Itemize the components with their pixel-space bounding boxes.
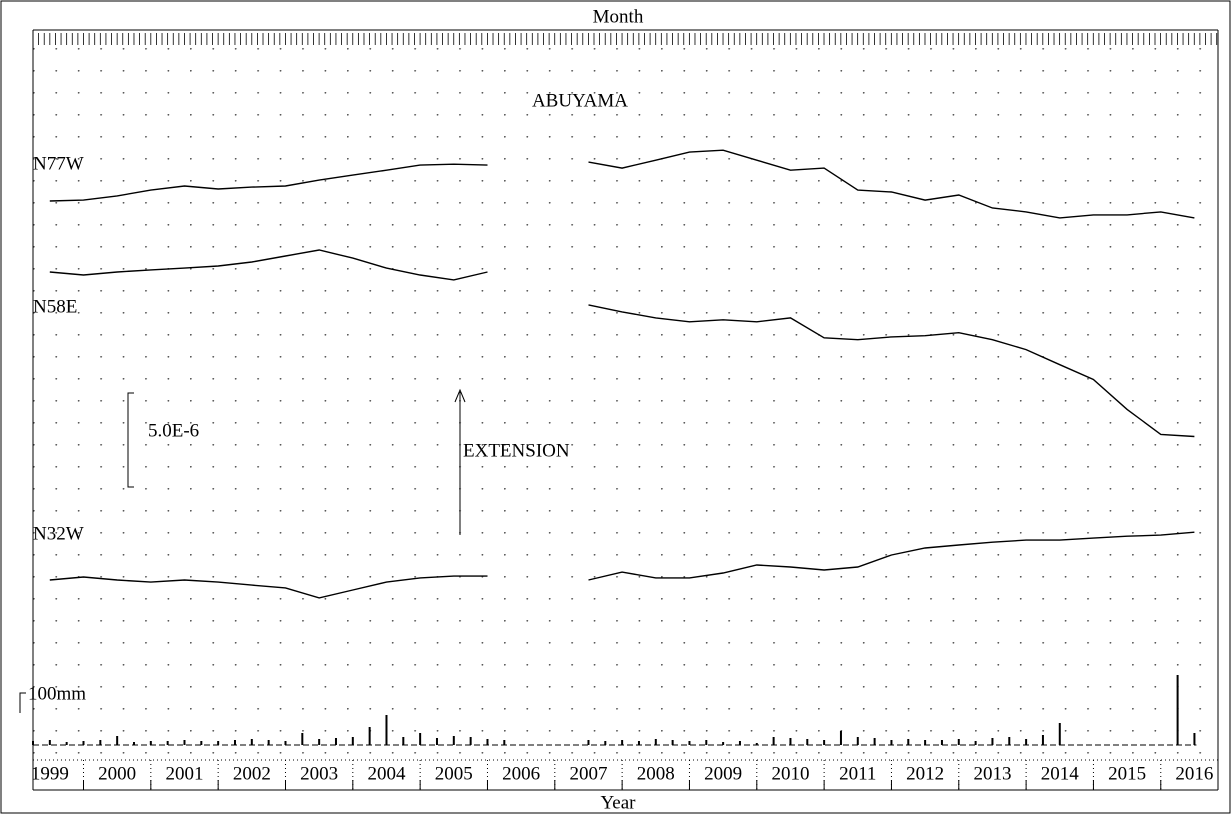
rain-bar xyxy=(621,740,624,745)
rain-bar xyxy=(318,739,321,745)
rain-bar xyxy=(132,742,135,745)
rain-bar xyxy=(48,740,51,745)
rain-bar xyxy=(1041,735,1044,745)
year-label: 2002 xyxy=(233,763,271,784)
series-label: N58E xyxy=(33,296,77,317)
rain-bar xyxy=(823,740,826,745)
rain-bar xyxy=(957,739,960,745)
rain-bar xyxy=(856,737,859,745)
year-label: 2013 xyxy=(973,763,1011,784)
rain-bar xyxy=(402,737,405,745)
strain-line xyxy=(49,149,1195,219)
month-ruler xyxy=(32,33,1218,45)
year-label: 2015 xyxy=(1108,763,1146,784)
rain-bar xyxy=(688,741,691,745)
year-label: 2010 xyxy=(771,763,809,784)
rain-bar xyxy=(435,738,438,745)
year-label: 2007 xyxy=(569,763,607,784)
year-label: 2006 xyxy=(502,763,540,784)
rain-bar xyxy=(604,741,607,745)
year-label: 2016 xyxy=(1175,763,1213,784)
strain-scale-label: 5.0E-6 xyxy=(148,420,199,441)
rain-bar xyxy=(789,738,792,745)
year-label: 1999 xyxy=(31,763,69,784)
rain-bar xyxy=(166,741,169,745)
top-label: Month xyxy=(593,6,644,27)
rain-bar xyxy=(722,742,725,745)
year-label: 2005 xyxy=(435,763,473,784)
rain-bar xyxy=(284,741,287,745)
rain-bar xyxy=(671,740,674,745)
rain-bar xyxy=(738,741,741,745)
rain-bar xyxy=(116,736,119,745)
rain-bar xyxy=(654,739,657,745)
rain-bar xyxy=(806,739,809,745)
rain-bar xyxy=(1025,739,1028,745)
rain-bar xyxy=(486,739,489,745)
rain-bar xyxy=(469,737,472,745)
strain-scale-bar xyxy=(127,392,134,488)
rain-bar xyxy=(924,740,927,745)
rain-bar xyxy=(368,727,371,745)
rain-bar xyxy=(334,738,337,745)
year-label: 2004 xyxy=(367,763,406,784)
series-label: N32W xyxy=(33,523,84,544)
rain-bar xyxy=(82,741,85,745)
year-label: 2008 xyxy=(637,763,675,784)
year-label: 2011 xyxy=(839,763,876,784)
rain-scale-label: 100mm xyxy=(28,683,86,704)
arrow-head xyxy=(454,388,466,403)
rain-bar xyxy=(183,740,186,745)
rain-bar xyxy=(385,715,388,745)
rain-bar xyxy=(351,737,354,745)
year-label: 2012 xyxy=(906,763,944,784)
rain-bar xyxy=(419,733,422,745)
rain-bar xyxy=(890,740,893,745)
strain-line xyxy=(49,249,1195,438)
rain-bar xyxy=(267,740,270,745)
rain-bar xyxy=(637,741,640,745)
rain-bar xyxy=(907,739,910,745)
year-label: 2009 xyxy=(704,763,742,784)
strain-line xyxy=(49,531,1195,599)
rain-bar xyxy=(452,736,455,745)
rain-bar xyxy=(755,743,758,745)
x-axis-label: Year xyxy=(600,792,636,813)
year-label: 2014 xyxy=(1041,763,1080,784)
rain-bar xyxy=(991,738,994,745)
rain-bar xyxy=(149,741,152,745)
series-label: N77W xyxy=(33,153,84,174)
rain-bar xyxy=(200,741,203,745)
rain-bar xyxy=(772,737,775,745)
year-label: 2001 xyxy=(165,763,203,784)
rain-bar xyxy=(503,740,506,745)
rain-bar xyxy=(1058,723,1061,745)
rain-bar xyxy=(217,741,220,745)
rain-bar xyxy=(1008,737,1011,745)
rain-bar xyxy=(301,733,304,745)
rain-bar xyxy=(587,740,590,745)
chart-title: ABUYAMA xyxy=(532,90,628,111)
rain-bar xyxy=(839,731,842,745)
annotation: EXTENSION xyxy=(463,440,570,461)
year-label: 2003 xyxy=(300,763,338,784)
rain-bar xyxy=(250,739,253,745)
rain-bar xyxy=(65,742,68,745)
rain-bar xyxy=(873,738,876,745)
rain-bar xyxy=(233,740,236,745)
rain-bar xyxy=(99,740,102,745)
dot-grid xyxy=(33,46,1218,756)
rain-bar xyxy=(974,741,977,745)
rain-scale-bar xyxy=(19,692,26,713)
rain-bar xyxy=(32,741,34,745)
rain-bar xyxy=(705,740,708,745)
rain-bar xyxy=(1176,675,1179,745)
rain-bar xyxy=(940,740,943,745)
year-label: 2000 xyxy=(98,763,136,784)
rain-bar xyxy=(1193,733,1196,745)
